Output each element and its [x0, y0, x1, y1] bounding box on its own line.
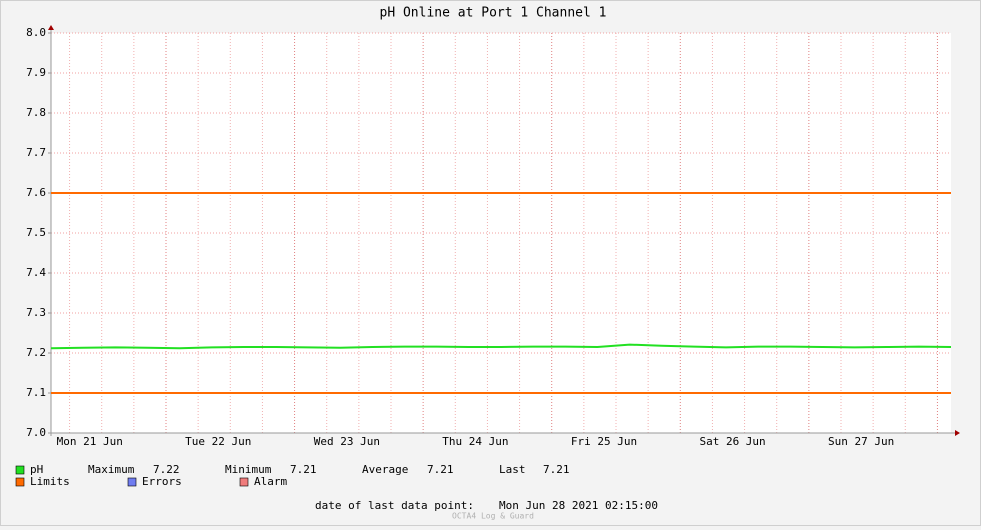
last-point-label: date of last data point:: [315, 499, 474, 512]
watermark: OCTA4 Log & Guard: [452, 512, 534, 521]
y-tick-label: 7.1: [26, 386, 46, 399]
chart-title: pH Online at Port 1 Channel 1: [380, 6, 607, 21]
x-tick-label: Tue 22 Jun: [185, 435, 251, 448]
data-line: [50, 343, 952, 350]
stat-label: Maximum: [88, 463, 135, 476]
y-tick-label: 7.3: [26, 306, 46, 319]
legend-swatch: [239, 477, 249, 487]
y-tick-label: 7.4: [26, 266, 46, 279]
legend-swatch: [15, 477, 25, 487]
stat-value: 7.21: [427, 463, 454, 476]
stat-label: Last: [499, 463, 526, 476]
x-tick-label: Mon 21 Jun: [57, 435, 123, 448]
y-tick-label: 7.9: [26, 66, 46, 79]
y-tick-label: 8.0: [26, 26, 46, 39]
y-tick-label: 7.2: [26, 346, 46, 359]
stat-value: 7.21: [290, 463, 317, 476]
x-tick-label: Sat 26 Jun: [699, 435, 765, 448]
y-tick-label: 7.6: [26, 186, 46, 199]
y-tick-label: 7.5: [26, 226, 46, 239]
x-tick-label: Sun 27 Jun: [828, 435, 894, 448]
stat-label: Average: [362, 463, 408, 476]
legend-label: Errors: [142, 475, 182, 488]
x-tick-label: Fri 25 Jun: [571, 435, 637, 448]
stat-value: 7.21: [543, 463, 570, 476]
stat-value: 7.22: [153, 463, 180, 476]
x-tick-label: Thu 24 Jun: [442, 435, 508, 448]
y-tick-label: 7.7: [26, 146, 46, 159]
x-axis-arrow: [955, 430, 960, 436]
y-axis-arrow: [48, 25, 54, 30]
y-tick-label: 7.8: [26, 106, 46, 119]
legend-swatch: [127, 477, 137, 487]
x-tick-label: Wed 23 Jun: [314, 435, 380, 448]
legend-label: pH: [30, 463, 43, 476]
legend-label: Limits: [30, 475, 70, 488]
legend-label: Alarm: [254, 475, 287, 488]
legend-swatch: [15, 465, 25, 475]
stat-label: Minimum: [225, 463, 272, 476]
last-point: Mon Jun 28 2021 02:15:00: [499, 499, 658, 512]
y-tick-label: 7.0: [26, 426, 46, 439]
